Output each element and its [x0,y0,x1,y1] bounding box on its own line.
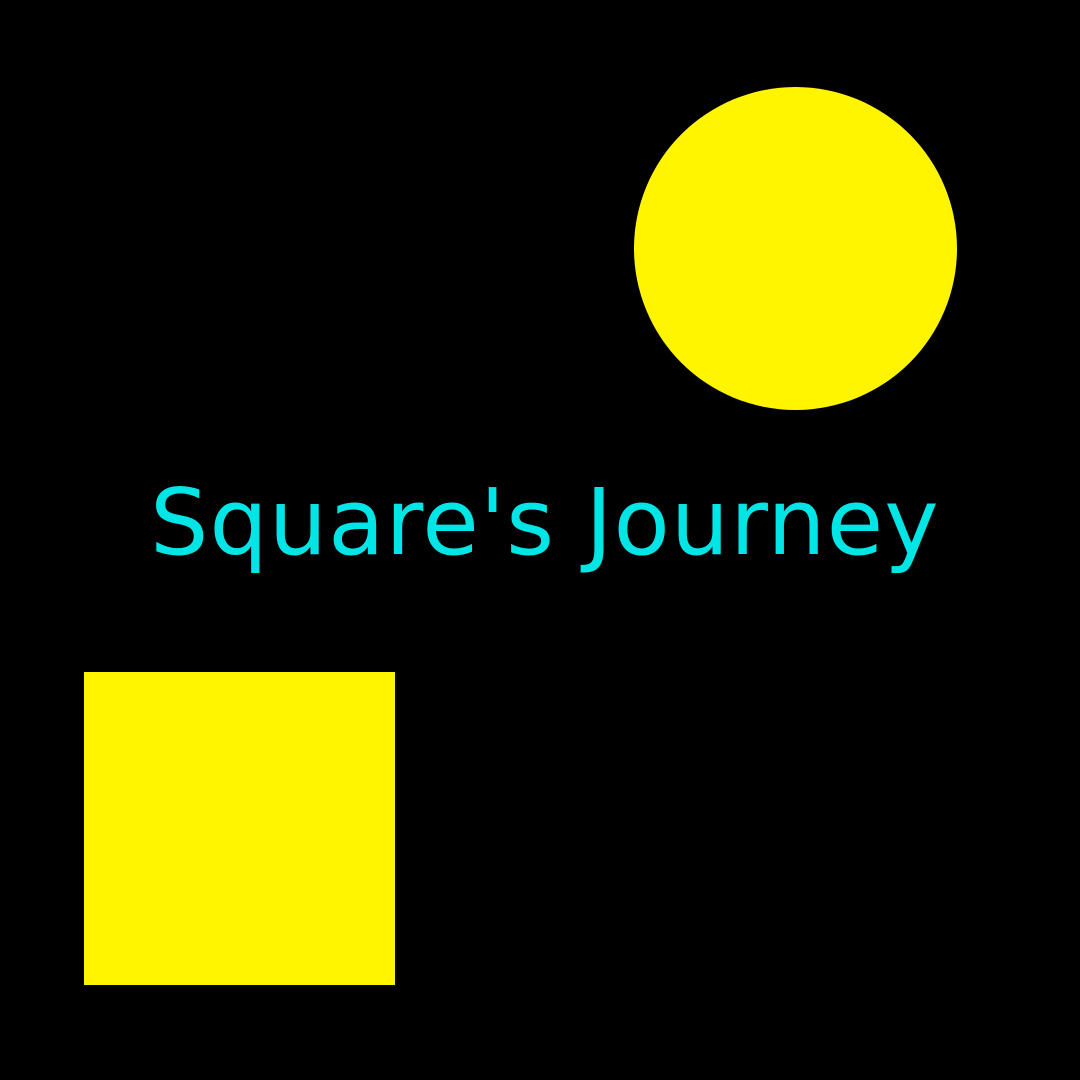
sun-circle [634,87,957,410]
player-square [84,672,395,985]
game-title: Square's Journey [150,469,940,576]
